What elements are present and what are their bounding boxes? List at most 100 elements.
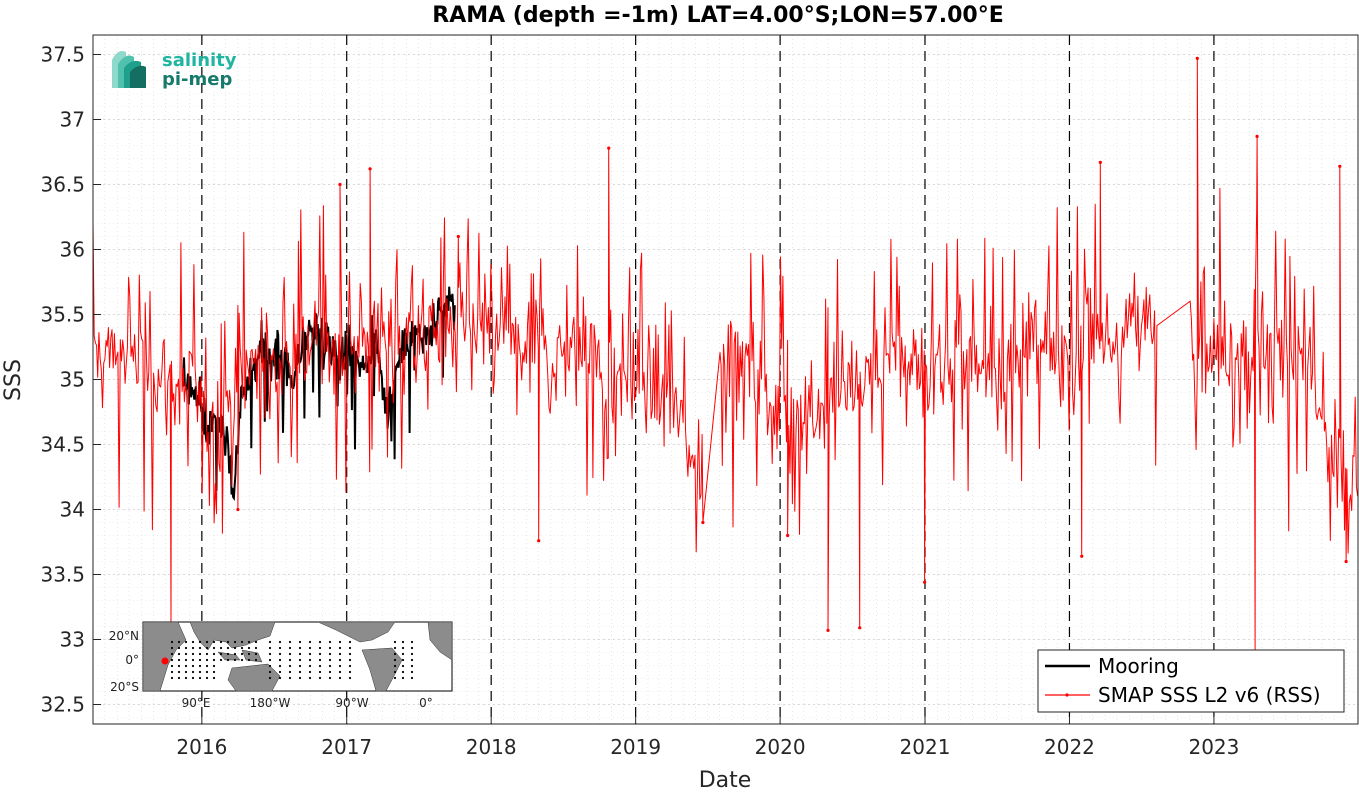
mooring-dot bbox=[205, 664, 209, 668]
mooring-dot bbox=[348, 676, 352, 680]
mooring-dot bbox=[401, 658, 405, 662]
legend-label-mooring: Mooring bbox=[1098, 654, 1179, 678]
mooring-dot bbox=[268, 652, 272, 656]
mooring-dot bbox=[184, 652, 188, 656]
y-tick-label: 37.5 bbox=[40, 43, 85, 67]
data-point bbox=[786, 533, 790, 538]
mooring-dot bbox=[198, 646, 202, 650]
y-tick-label: 36.5 bbox=[40, 173, 85, 197]
mooring-dot bbox=[288, 670, 292, 674]
mooring-dot bbox=[338, 676, 342, 680]
data-point bbox=[1080, 554, 1084, 558]
mooring-dot bbox=[177, 676, 181, 680]
mooring-dot bbox=[219, 652, 223, 656]
mooring-dot bbox=[338, 652, 342, 656]
logo-text-pimep: pi-mep bbox=[162, 69, 232, 90]
mooring-dot bbox=[191, 646, 195, 650]
data-point bbox=[607, 146, 611, 150]
mooring-dot bbox=[288, 664, 292, 668]
mooring-dot bbox=[240, 658, 244, 662]
mooring-dot bbox=[226, 658, 230, 662]
mooring-dot bbox=[298, 646, 302, 650]
mooring-dot bbox=[240, 640, 244, 644]
mooring-dot bbox=[184, 646, 188, 650]
mooring-dot bbox=[268, 670, 272, 674]
mooring-dot bbox=[308, 646, 312, 650]
mooring-dot bbox=[226, 640, 230, 644]
mooring-dot bbox=[328, 664, 332, 668]
y-tick-label: 37 bbox=[60, 108, 85, 132]
data-point bbox=[1098, 160, 1102, 164]
mooring-dot bbox=[233, 640, 237, 644]
mooring-dot bbox=[205, 670, 209, 674]
mooring-dot bbox=[318, 658, 322, 662]
mooring-dot bbox=[401, 652, 405, 656]
mooring-dot bbox=[170, 670, 174, 674]
mooring-dot bbox=[170, 664, 174, 668]
mooring-dot bbox=[268, 640, 272, 644]
data-point bbox=[338, 182, 342, 187]
mooring-dot bbox=[205, 652, 209, 656]
y-tick-label: 32.5 bbox=[40, 693, 85, 717]
y-axis: 32.5 33 33.5 34 34.5 35 35.5 36 36.5 37 37.5 bbox=[40, 43, 101, 717]
mooring-dot bbox=[401, 664, 405, 668]
mooring-dot bbox=[254, 646, 258, 650]
mooring-dot bbox=[393, 664, 397, 668]
mooring-dot bbox=[254, 658, 258, 662]
mooring-dot bbox=[191, 652, 195, 656]
mooring-dot bbox=[198, 640, 202, 644]
x-tick-label: 2022 bbox=[1044, 735, 1095, 759]
data-point bbox=[1338, 164, 1342, 168]
y-tick-label: 35 bbox=[60, 368, 85, 392]
mooring-dot bbox=[240, 652, 244, 656]
mooring-dot bbox=[298, 658, 302, 662]
mooring-dot bbox=[177, 652, 181, 656]
x-tick-label: 2019 bbox=[610, 735, 661, 759]
legend-label-smap: SMAP SSS L2 v6 (RSS) bbox=[1098, 683, 1321, 707]
mooring-dot bbox=[308, 664, 312, 668]
mooring-dot bbox=[410, 676, 414, 680]
mooring-dot bbox=[212, 676, 216, 680]
data-point bbox=[922, 580, 927, 584]
mooring-dot bbox=[198, 664, 202, 668]
inset-lat-label-20n: 20°N bbox=[109, 629, 139, 643]
mooring-dot bbox=[268, 676, 272, 680]
mooring-dot bbox=[338, 640, 342, 644]
x-axis-label: Date bbox=[699, 768, 752, 790]
mooring-dot bbox=[184, 670, 188, 674]
mooring-dot bbox=[288, 652, 292, 656]
mooring-dot bbox=[198, 676, 202, 680]
series-line-mooring bbox=[182, 286, 456, 501]
mooring-dot bbox=[348, 652, 352, 656]
mooring-dot bbox=[308, 652, 312, 656]
mooring-dot bbox=[328, 646, 332, 650]
mooring-dot bbox=[184, 676, 188, 680]
mooring-dot bbox=[410, 670, 414, 674]
x-tick-label: 2021 bbox=[900, 735, 951, 759]
wave-icon bbox=[112, 51, 146, 88]
mooring-dot bbox=[288, 640, 292, 644]
data-point bbox=[1195, 56, 1199, 61]
mooring-dot bbox=[268, 646, 272, 650]
inset-map-ocean bbox=[142, 621, 453, 692]
mooring-dot bbox=[278, 676, 282, 680]
mooring-dot bbox=[348, 664, 352, 668]
mooring-dot bbox=[410, 652, 414, 656]
data-point bbox=[456, 234, 460, 239]
mooring-dot bbox=[278, 670, 282, 674]
inset-lon-label-0: 0° bbox=[419, 696, 433, 710]
mooring-dot bbox=[184, 664, 188, 668]
mooring-dot bbox=[278, 664, 282, 668]
data-point bbox=[701, 520, 705, 525]
legend: Mooring SMAP SSS L2 v6 (RSS) bbox=[1037, 649, 1345, 713]
y-axis-label: SSS bbox=[1, 359, 26, 401]
mooring-dot bbox=[328, 652, 332, 656]
y-tick-label: 35.5 bbox=[40, 303, 85, 327]
mooring-dot bbox=[318, 670, 322, 674]
mooring-dot bbox=[170, 646, 174, 650]
mooring-dot bbox=[318, 652, 322, 656]
data-point bbox=[236, 507, 240, 512]
mooring-dot bbox=[219, 658, 223, 662]
mooring-dot bbox=[328, 640, 332, 644]
